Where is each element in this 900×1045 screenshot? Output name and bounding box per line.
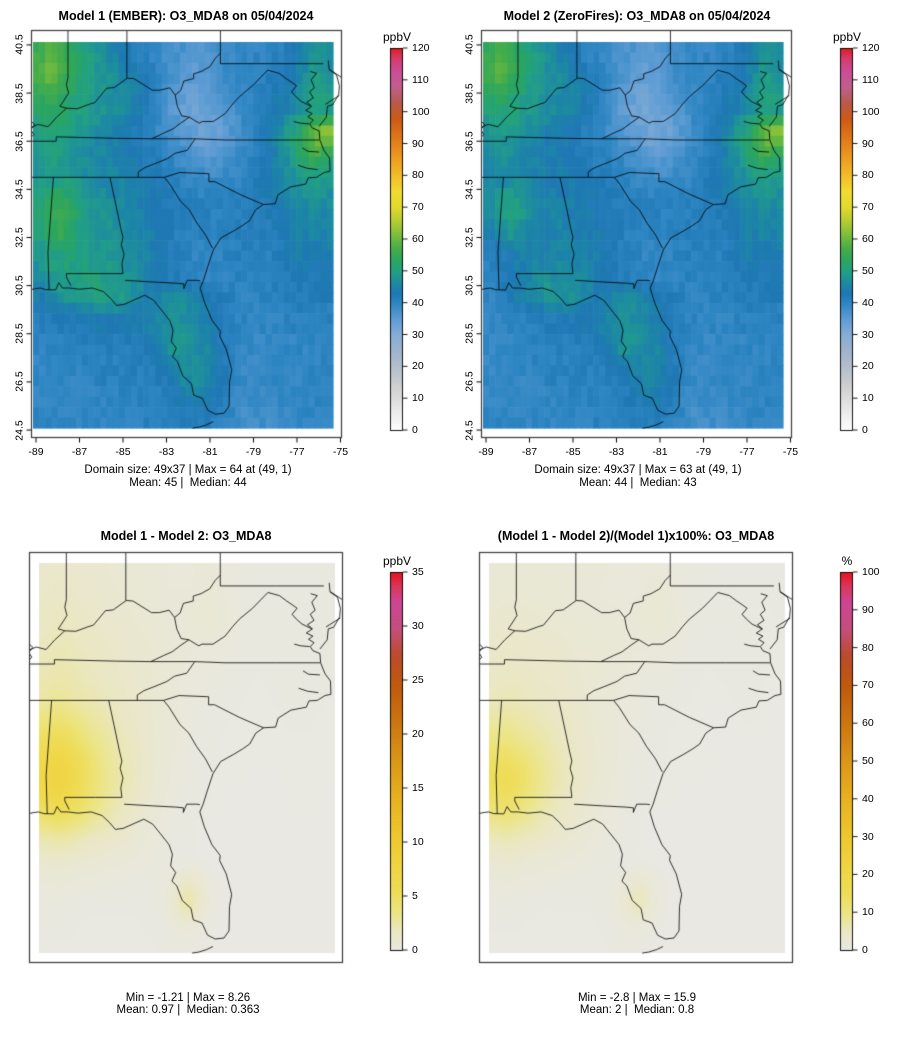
y-axis-tick-label: 38.5 xyxy=(463,82,475,104)
x-axis-tick-label: -87 xyxy=(71,446,88,458)
colorbar-tick-label: 20 xyxy=(862,360,874,373)
colorbar-tick-label: 60 xyxy=(862,717,874,730)
colorbar-tick-label: 30 xyxy=(412,620,424,632)
y-axis-tick-label: 34.5 xyxy=(13,179,25,200)
x-axis-tick-label: -75 xyxy=(782,446,799,458)
colorbar-tick-label: 10 xyxy=(412,392,424,405)
colorbar-tick-label: 110 xyxy=(862,73,879,86)
colorbar-tick-label: 50 xyxy=(862,755,874,767)
x-axis-tick-label: -85 xyxy=(565,446,581,458)
colorbar-tick-label: 80 xyxy=(862,169,874,182)
colorbar-tick-label: 120 xyxy=(412,42,430,54)
colorbar2-unit-label: ppbV xyxy=(832,30,862,44)
x-axis-tick-label: -89 xyxy=(478,446,494,458)
colorbar-tick-label: 40 xyxy=(862,296,874,309)
colorbar-tick-label: 10 xyxy=(862,906,874,919)
colorbar-tick-label: 70 xyxy=(862,679,874,692)
y-axis-tick-label: 24.5 xyxy=(463,419,475,441)
colorbar-tick-label: 20 xyxy=(862,868,874,881)
colorbar-tick-label: 30 xyxy=(862,830,874,843)
colorbar-tick-label: 5 xyxy=(412,890,418,902)
colorbar-tick-label: 90 xyxy=(862,137,874,150)
x-axis-tick-label: -77 xyxy=(289,446,305,458)
y-axis-tick-label: 30.5 xyxy=(463,275,475,296)
colorbar-tick-label: 70 xyxy=(412,201,424,214)
colorbar-tick-label: 70 xyxy=(862,201,874,214)
colorbar-tick-label: 15 xyxy=(412,782,424,794)
panel3-stats-line2: Mean: 0.97 | Median: 0.363 xyxy=(116,1004,260,1016)
colorbar-tick-label: 40 xyxy=(862,792,874,805)
y-axis-tick-label: 26.5 xyxy=(13,371,25,393)
y-axis-tick-label: 32.5 xyxy=(463,227,475,248)
x-axis-tick-label: -79 xyxy=(695,446,712,458)
panel3-title: Model 1 - Model 2: O3_MDA8 xyxy=(100,529,272,543)
x-axis-tick-label: -79 xyxy=(245,446,262,458)
colorbar-tick-label: 30 xyxy=(412,328,424,341)
colorbar-tick-label: 0 xyxy=(412,424,418,436)
x-axis-tick-label: -89 xyxy=(28,446,44,458)
y-axis-tick-label: 30.5 xyxy=(13,275,25,296)
colorbar-tick-label: 0 xyxy=(412,944,418,956)
colorbar-tick-label: 10 xyxy=(412,836,424,848)
colorbar-tick-label: 90 xyxy=(862,603,874,616)
colorbar4-unit-label: % xyxy=(841,554,853,568)
x-axis-tick-label: -81 xyxy=(652,446,668,458)
colorbar-tick-label: 50 xyxy=(862,264,874,277)
colorbar-tick-label: 100 xyxy=(862,105,880,118)
colorbar-tick-label: 60 xyxy=(862,233,874,245)
y-axis-tick-label: 26.5 xyxy=(463,371,475,393)
colorbar-tick-label: 25 xyxy=(412,674,424,686)
colorbar-tick-label: 100 xyxy=(412,105,430,118)
panel4-stats-line1: Min = -2.8 | Max = 15.9 xyxy=(577,992,697,1004)
colorbar-tick-label: 80 xyxy=(412,169,424,182)
colorbar-tick-label: 10 xyxy=(862,392,874,405)
colorbar1-unit-label: ppbV xyxy=(382,30,412,44)
panel1-stats-line2: Mean: 45 | Median: 44 xyxy=(129,477,247,489)
panel4-title: (Model 1 - Model 2)/(Model 1)x100%: O3_M… xyxy=(497,529,775,543)
x-axis-tick-label: -81 xyxy=(202,446,218,458)
x-axis-tick-label: -87 xyxy=(521,446,538,458)
y-axis-tick-label: 24.5 xyxy=(13,419,25,441)
colorbar-tick-label: 40 xyxy=(412,296,424,309)
colorbar-tick-label: 90 xyxy=(412,137,424,150)
colorbar-tick-label: 110 xyxy=(412,73,429,86)
colorbar-tick-label: 60 xyxy=(412,233,424,245)
colorbar3-unit-label: ppbV xyxy=(382,554,412,568)
x-axis-tick-label: -85 xyxy=(115,446,131,458)
panel4-stats-line2: Mean: 2 | Median: 0.8 xyxy=(579,1004,695,1016)
panel1-stats-line1: Domain size: 49x37 | Max = 64 at (49, 1) xyxy=(84,464,292,476)
x-axis-tick-label: -83 xyxy=(608,446,625,458)
y-axis-tick-label: 34.5 xyxy=(463,179,475,200)
colorbar-tick-label: 100 xyxy=(862,566,880,578)
y-axis-tick-label: 32.5 xyxy=(13,227,25,248)
colorbar-tick-label: 35 xyxy=(412,566,424,578)
panel1-title: Model 1 (EMBER): O3_MDA8 on 05/04/2024 xyxy=(58,9,314,23)
colorbar-tick-label: 0 xyxy=(862,424,868,436)
y-axis-tick-label: 38.5 xyxy=(13,82,25,104)
y-axis-tick-label: 36.5 xyxy=(13,130,25,152)
x-axis-tick-label: -77 xyxy=(739,446,755,458)
colorbar-tick-label: 30 xyxy=(862,328,874,341)
colorbar-tick-label: 0 xyxy=(862,944,868,956)
colorbar-tick-label: 120 xyxy=(862,42,880,54)
y-axis-tick-label: 40.5 xyxy=(13,34,25,56)
colorbar-tick-label: 80 xyxy=(862,641,874,654)
panel2-title: Model 2 (ZeroFires): O3_MDA8 on 05/04/20… xyxy=(503,9,771,23)
x-axis-tick-label: -83 xyxy=(158,446,175,458)
y-axis-tick-label: 28.5 xyxy=(463,323,475,344)
y-axis-tick-label: 40.5 xyxy=(463,34,475,56)
colorbar-tick-label: 20 xyxy=(412,728,424,740)
panel2-stats-line2: Mean: 44 | Median: 43 xyxy=(579,477,697,489)
y-axis-tick-label: 28.5 xyxy=(13,323,25,344)
y-axis-tick-label: 36.5 xyxy=(463,130,475,152)
panel2-stats-line1: Domain size: 49x37 | Max = 63 at (49, 1) xyxy=(534,464,742,476)
colorbar-tick-label: 50 xyxy=(412,264,424,277)
panel3-stats-line1: Min = -1.21 | Max = 8.26 xyxy=(125,992,251,1004)
x-axis-tick-label: -75 xyxy=(332,446,349,458)
colorbar-tick-label: 20 xyxy=(412,360,424,373)
